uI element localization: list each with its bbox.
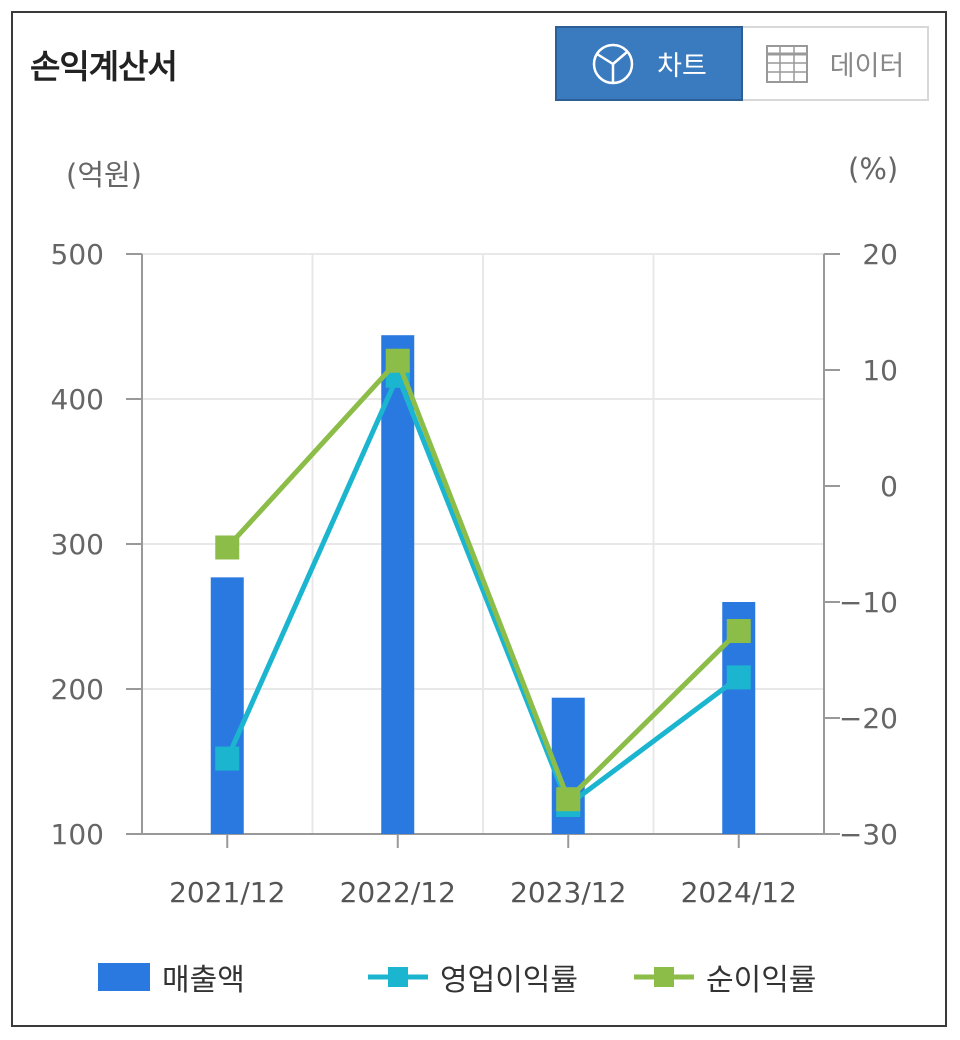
view-toggle: 차트 데이터 [555, 26, 929, 101]
right-tick-label: 10 [862, 354, 898, 387]
legend-item-operating-margin[interactable]: 영업이익률 [368, 955, 578, 999]
legend-item-revenue[interactable]: 매출액 [98, 955, 245, 999]
right-tick-label: 20 [862, 238, 898, 271]
legend-label-operating-margin: 영업이익률 [440, 963, 578, 998]
operating-margin-line [224, 373, 741, 808]
left-tick-label: 200 [51, 673, 104, 706]
net-margin-line [225, 358, 741, 802]
operating-margin-point [726, 665, 751, 690]
x-tick-label: 2023/12 [510, 876, 626, 909]
operating-margin-point [215, 746, 240, 771]
left-axis-unit: (억원) [66, 158, 142, 192]
chart-legend: 매출액 영업이익률 순이익률 [0, 955, 960, 1005]
legend-line-swatch-icon [634, 967, 694, 987]
panel-title: 손익계산서 [30, 47, 178, 86]
table-grid-icon [765, 44, 808, 83]
net-margin-point [556, 787, 581, 812]
income-chart: 100 200 300 400 500 −30 −20 −10 0 10 20 2021/12 2022… [51, 238, 898, 909]
revenue-bar [381, 335, 415, 834]
legend-label-revenue: 매출액 [162, 963, 245, 998]
legend-label-net-margin: 순이익률 [706, 963, 817, 998]
data-tab-button[interactable]: 데이터 [743, 26, 929, 101]
net-margin-point [385, 348, 410, 373]
right-tick-label: −30 [839, 818, 898, 851]
income-statement-panel [11, 11, 947, 1027]
legend-line-swatch-icon [368, 967, 428, 987]
data-tab-label: 데이터 [829, 51, 905, 82]
revenue-bar [210, 577, 244, 834]
legend-bar-swatch-icon [98, 963, 150, 991]
x-tick-label: 2021/12 [169, 876, 285, 909]
right-tick-label: 0 [880, 470, 898, 503]
x-tick-label: 2024/12 [681, 876, 797, 909]
right-axis-unit: (%) [848, 152, 899, 186]
right-tick-label: −20 [839, 702, 898, 735]
right-tick-label: −10 [839, 586, 898, 619]
chart-tab-button[interactable]: 차트 [555, 26, 743, 101]
net-margin-point [726, 619, 751, 643]
legend-item-net-margin[interactable]: 순이익률 [634, 955, 816, 999]
net-margin-point [215, 535, 240, 560]
left-tick-label: 400 [51, 383, 104, 416]
left-tick-label: 100 [51, 818, 104, 851]
x-tick-label: 2022/12 [340, 876, 456, 909]
left-tick-label: 300 [51, 528, 104, 561]
pie-chart-icon [592, 43, 634, 84]
chart-tab-label: 차트 [657, 51, 707, 82]
left-tick-label: 500 [51, 238, 104, 271]
